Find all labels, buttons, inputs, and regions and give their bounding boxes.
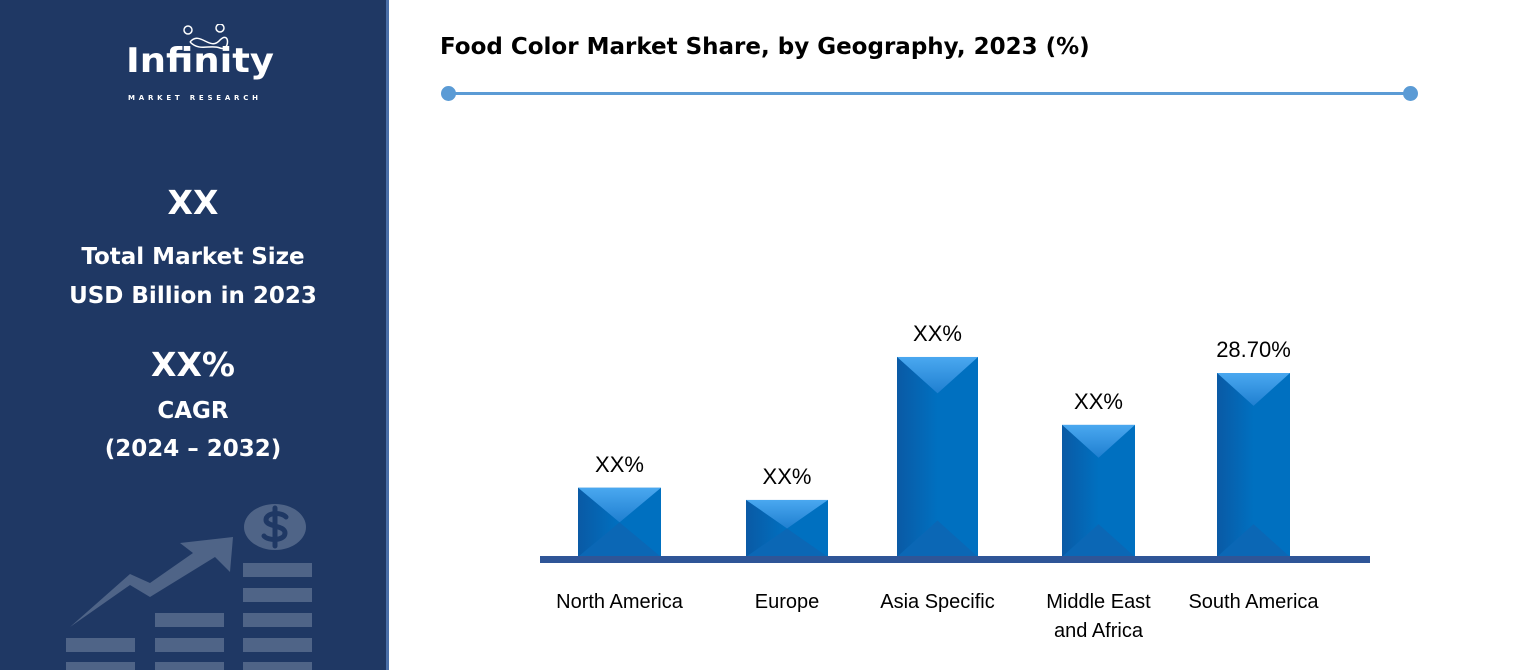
chart-title: Food Color Market Share, by Geography, 2… (440, 34, 1090, 60)
market-size-value: XX (167, 183, 219, 222)
category-label: Europe (755, 591, 820, 613)
bar (1062, 424, 1135, 557)
category-label: Middle East (1046, 591, 1151, 613)
category-label: North America (556, 591, 684, 613)
data-label: XX% (595, 452, 644, 477)
divider-dot-right (1403, 86, 1418, 101)
sidebar-panel: Infinity MARKET RESEARCH XX Total Market… (0, 0, 389, 670)
infinity-logo: Infinity MARKET RESEARCH (126, 24, 274, 102)
category-label: Asia Specific (880, 591, 995, 613)
market-size-unit: USD Billion in 2023 (69, 283, 317, 309)
logo-wordmark: Infinity (126, 41, 274, 81)
divider-dot-left (441, 86, 456, 101)
cagr-value: XX% (151, 345, 235, 384)
growth-chart-dollar-icon (66, 504, 312, 670)
market-size-label: Total Market Size (81, 244, 305, 270)
title-divider (447, 92, 1411, 95)
bar (1217, 373, 1290, 557)
bar (897, 356, 978, 557)
bar (578, 487, 661, 557)
category-label: South America (1188, 591, 1319, 613)
data-label: XX% (913, 321, 962, 346)
logo-subtitle: MARKET RESEARCH (128, 94, 258, 102)
cagr-label: CAGR (157, 398, 229, 424)
cagr-period: (2024 – 2032) (104, 436, 282, 462)
data-label: XX% (763, 464, 812, 489)
data-label: 28.70% (1216, 337, 1291, 362)
bar (746, 499, 828, 557)
x-axis-line (540, 556, 1370, 563)
data-label: XX% (1074, 389, 1123, 414)
category-label: and Africa (1054, 620, 1144, 642)
